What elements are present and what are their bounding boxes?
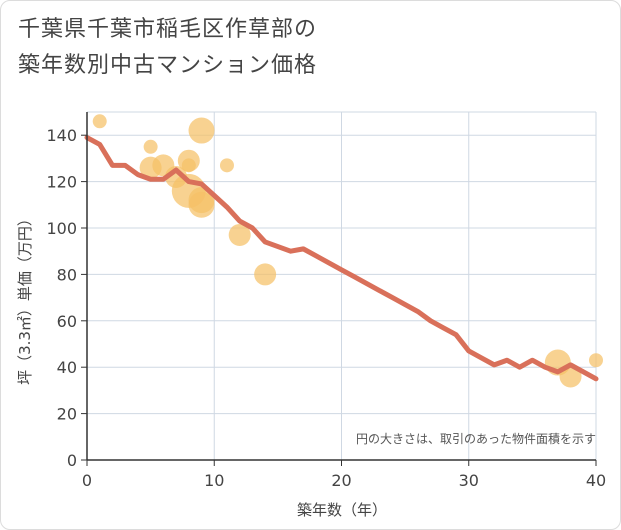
data-point-bubble [559, 365, 582, 388]
y-tick-label: 80 [57, 265, 77, 284]
trend-line [84, 135, 599, 382]
x-tick-label: 30 [459, 471, 479, 490]
y-tick-label: 0 [67, 451, 77, 470]
size-note: 円の大きさは、取引のあった物件面積を示す [356, 431, 596, 446]
y-tick-label: 100 [46, 219, 77, 238]
bubble-layer [92, 114, 603, 388]
title-line-2: 築年数別中古マンション価格 [18, 53, 318, 78]
data-point-bubble [92, 114, 107, 129]
data-point-bubble [188, 191, 215, 218]
data-point-bubble [143, 139, 158, 154]
data-point-bubble [188, 117, 215, 144]
y-tick-label: 20 [57, 405, 77, 424]
data-point-bubble [181, 158, 196, 173]
x-tick-label: 40 [586, 471, 606, 490]
x-tick-label: 20 [331, 471, 351, 490]
data-point-bubble [219, 158, 234, 173]
y-tick-label: 60 [57, 312, 77, 331]
data-point-bubble [254, 263, 277, 286]
y-tick-label: 40 [57, 358, 77, 377]
data-point-bubble [589, 353, 603, 368]
x-axis-title: 築年数（年） [297, 501, 387, 519]
x-tick-label: 0 [82, 471, 92, 490]
axes: 0 20 40 60 80 100 120 140 0 10 20 30 40 [46, 112, 606, 490]
grid-lines [87, 111, 597, 460]
y-tick-label: 120 [46, 173, 77, 192]
x-tick-label: 10 [204, 471, 224, 490]
chart-title: 千葉県千葉市稲毛区作草部の 築年数別中古マンション価格 [18, 12, 317, 84]
y-axis-title: 坪（3.3㎡）単価（万円） [16, 211, 34, 385]
y-tick-label: 140 [46, 126, 77, 145]
data-point-bubble [228, 223, 251, 246]
title-line-1: 千葉県千葉市稲毛区作草部の [18, 17, 318, 42]
